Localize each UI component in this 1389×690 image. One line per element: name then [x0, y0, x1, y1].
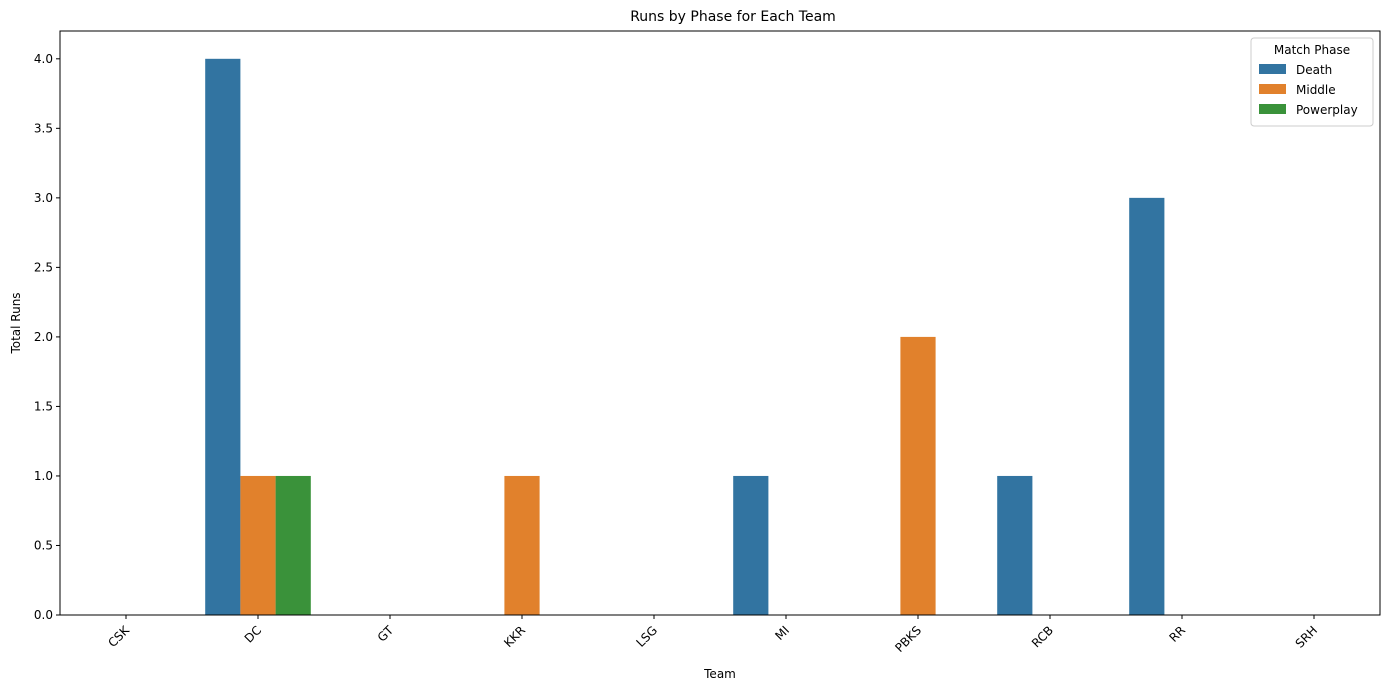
legend: Match Phase Death Middle Powerplay [1250, 37, 1374, 127]
y-axis-label: Total Runs [9, 292, 23, 354]
x-tick-label-gt: GT [375, 623, 397, 645]
bar-rcb-death [997, 475, 1033, 615]
x-axis-label: Team [703, 667, 736, 681]
x-tick-label-kkr: KKR [501, 623, 528, 650]
bars-layer [205, 58, 1165, 616]
chart-title: Runs by Phase for Each Team [630, 9, 836, 25]
legend-label-powerplay: Powerplay [1296, 103, 1358, 117]
legend-label-middle: Middle [1296, 83, 1336, 97]
bar-rr-death [1129, 197, 1165, 615]
legend-swatch-death [1259, 64, 1286, 74]
y-tick-label: 0.5 [34, 538, 53, 552]
x-tick-label-rcb: RCB [1029, 623, 1056, 650]
x-tick-label-pbks: PBKS [892, 623, 924, 655]
y-tick-label: 3.0 [34, 191, 53, 205]
y-tick-label: 1.5 [34, 399, 53, 413]
x-tick-label-rr: RR [1166, 623, 1188, 645]
x-tick-label-csk: CSK [105, 622, 133, 650]
plot-frame [59, 30, 1381, 616]
y-tick-label: 0.0 [34, 608, 53, 622]
legend-items: Death Middle Powerplay [1259, 63, 1358, 117]
bar-dc-middle [240, 475, 276, 615]
x-tick-label-dc: DC [242, 623, 264, 645]
bar-kkr-middle [504, 475, 540, 615]
bar-dc-powerplay [275, 475, 311, 615]
x-tick-label-srh: SRH [1293, 623, 1321, 651]
x-tick-label-mi: MI [772, 623, 792, 643]
bar-dc-death [205, 58, 241, 616]
y-tick-label: 2.5 [34, 260, 53, 274]
y-tick-label: 3.5 [34, 121, 53, 135]
legend-title: Match Phase [1274, 43, 1350, 57]
axes-layer [59, 30, 1381, 616]
legend-swatch-powerplay [1259, 104, 1286, 114]
y-tick-label: 2.0 [34, 330, 53, 344]
x-axis-ticks: CSK DC GT KKR LSG MI PBKS RCB RR SRH [105, 615, 1320, 655]
bar-pbks-middle [900, 336, 936, 615]
y-tick-label: 1.0 [34, 469, 53, 483]
bar-mi-death [733, 475, 769, 615]
y-axis-ticks: 0.0 0.5 1.0 1.5 2.0 2.5 3.0 3.5 4.0 [34, 52, 60, 622]
y-tick-label: 4.0 [34, 52, 53, 66]
legend-swatch-middle [1259, 84, 1286, 94]
legend-label-death: Death [1296, 63, 1332, 77]
x-tick-label-lsg: LSG [634, 623, 661, 650]
